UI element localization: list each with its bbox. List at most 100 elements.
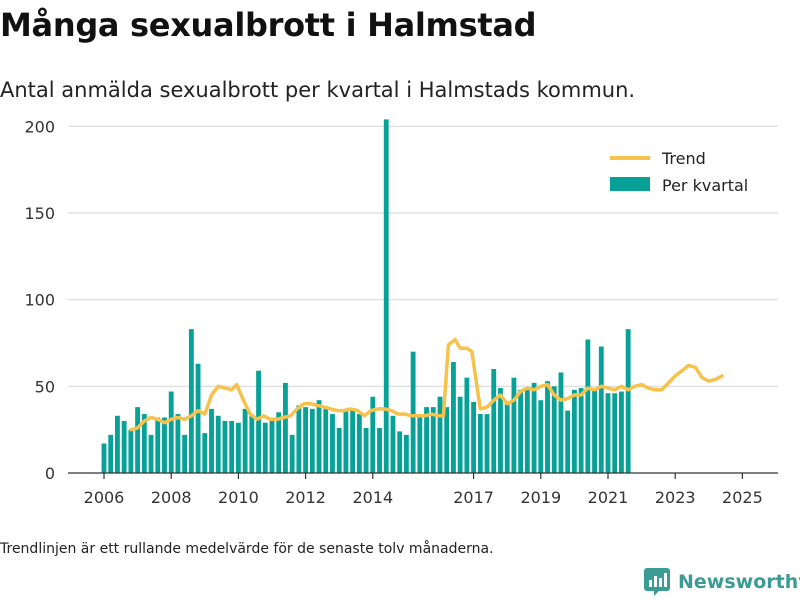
- y-tick-label: 200: [24, 117, 55, 136]
- bar: [619, 391, 624, 473]
- bar: [343, 408, 349, 473]
- bar: [565, 410, 571, 473]
- bar: [625, 329, 631, 473]
- y-tick-label: 0: [45, 464, 55, 483]
- bar: [162, 417, 167, 473]
- bar: [101, 443, 107, 473]
- brand-logo: Newsworthy: [644, 568, 800, 596]
- bar: [229, 421, 235, 473]
- bar: [484, 414, 490, 473]
- bar: [336, 427, 342, 473]
- bar: [235, 422, 241, 473]
- footnote: Trendlinjen är ett rullande medelvärde f…: [0, 541, 494, 557]
- bar: [276, 412, 282, 473]
- bar: [256, 370, 261, 473]
- bar: [451, 362, 456, 473]
- trend-series: [129, 337, 724, 432]
- bar: [538, 400, 544, 473]
- bar: [168, 391, 174, 473]
- bar: [403, 434, 409, 473]
- y-tick-label: 150: [24, 204, 55, 223]
- bar: [155, 417, 161, 473]
- bar: [262, 422, 268, 473]
- bar: [283, 382, 288, 473]
- x-tick-label: 2021: [588, 488, 629, 507]
- bar: [309, 408, 315, 473]
- page-subtitle: Antal anmälda sexualbrott per kvartal i …: [0, 78, 636, 102]
- bar: [477, 414, 483, 473]
- y-tick-label: 50: [35, 377, 55, 396]
- bar: [471, 401, 477, 473]
- bar: [524, 388, 530, 473]
- bar: [242, 408, 248, 473]
- bar: [141, 414, 147, 473]
- bar: [558, 372, 564, 473]
- bar: [215, 415, 221, 473]
- bar: [444, 407, 450, 473]
- bar: [397, 431, 403, 473]
- bar: [417, 414, 423, 473]
- bar: [531, 382, 537, 473]
- bar: [504, 403, 510, 473]
- bar: [148, 434, 154, 473]
- legend-trend-label: Trend: [661, 149, 706, 168]
- bar: [249, 415, 255, 473]
- bar: [209, 408, 214, 473]
- bar: [289, 434, 295, 473]
- chart-axis: 0 50 100 150 200 2006 2008 2010 2012 2014 2017 2019…: [24, 117, 778, 507]
- page-title: Många sexualbrott i Halmstad: [0, 6, 537, 44]
- brand-name: Newsworthy: [678, 571, 800, 593]
- bar: [108, 434, 114, 473]
- bar: [303, 407, 309, 473]
- x-tick-label: 2025: [722, 488, 763, 507]
- bar: [551, 386, 557, 473]
- trend-line: [129, 337, 724, 432]
- x-tick-label: 2008: [151, 488, 192, 507]
- bar: [202, 433, 208, 473]
- bar: [390, 415, 396, 473]
- bar-series: [101, 119, 631, 474]
- x-tick-label: 2012: [285, 488, 326, 507]
- bar: [383, 119, 389, 474]
- bar: [128, 429, 134, 473]
- bar: [598, 346, 604, 473]
- bar: [121, 421, 127, 473]
- x-tick-label: 2006: [84, 488, 125, 507]
- bar: [296, 405, 302, 473]
- bar: [269, 417, 275, 473]
- bar: [410, 351, 416, 473]
- bar: [316, 400, 322, 473]
- bar: [578, 388, 584, 473]
- bar: [356, 414, 362, 473]
- legend-bar-swatch: [610, 177, 650, 191]
- x-tick-label: 2023: [655, 488, 696, 507]
- newsworthy-logo-icon: [644, 568, 670, 596]
- bar: [363, 427, 369, 473]
- bar: [592, 388, 597, 473]
- bar: [464, 377, 470, 473]
- bar: [115, 415, 120, 473]
- bar: [437, 396, 443, 473]
- bar: [323, 408, 329, 473]
- bar: [491, 369, 497, 473]
- bar: [585, 339, 591, 473]
- bar: [518, 389, 524, 473]
- chart-legend: Trend Per kvartal: [610, 149, 748, 195]
- y-tick-label: 100: [24, 291, 55, 310]
- bar: [135, 407, 141, 473]
- bar: [222, 421, 228, 473]
- chart-grid: [68, 125, 778, 387]
- bar: [424, 407, 429, 473]
- bar: [188, 329, 194, 473]
- bar: [571, 389, 577, 473]
- bar: [612, 393, 618, 473]
- bar: [457, 396, 463, 473]
- bar: [377, 427, 382, 473]
- bar: [195, 363, 201, 473]
- bar: [545, 381, 550, 473]
- bar: [605, 393, 611, 473]
- bar: [182, 434, 188, 473]
- bar: [430, 407, 436, 473]
- x-tick-label: 2019: [520, 488, 561, 507]
